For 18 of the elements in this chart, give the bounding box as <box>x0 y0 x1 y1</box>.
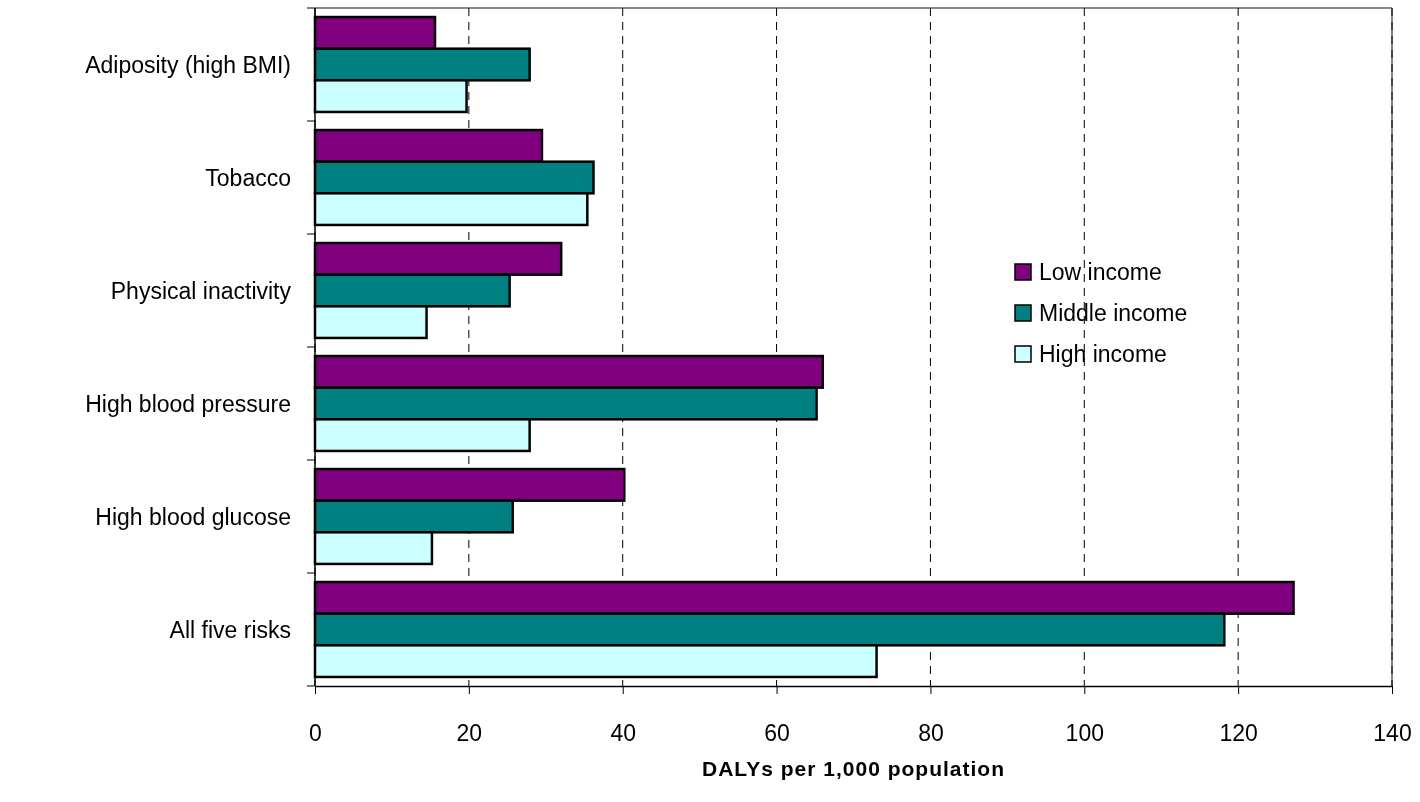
x-tick-label: 60 <box>764 719 790 746</box>
x-axis-title: DALYs per 1,000 population <box>702 757 1005 780</box>
x-tick-label: 80 <box>918 719 944 746</box>
x-tick-label: 140 <box>1373 719 1412 746</box>
y-tick-label: High blood pressure <box>85 390 291 417</box>
legend-label: Low income <box>1039 259 1162 286</box>
y-tick-label: Physical inactivity <box>110 277 292 304</box>
legend-label: High income <box>1039 341 1167 368</box>
x-tick-label: 40 <box>610 719 637 746</box>
y-tick-label: High blood glucose <box>95 503 291 530</box>
y-tick-label: Adiposity (high BMI) <box>85 51 291 78</box>
y-tick-label: All five risks <box>169 616 291 643</box>
x-tick-label: 0 <box>309 719 322 746</box>
y-tick-label: Tobacco <box>205 164 291 191</box>
legend-label: Middle income <box>1039 300 1188 327</box>
x-tick-label: 100 <box>1065 719 1104 746</box>
x-tick-label: 20 <box>456 719 483 746</box>
x-tick-label: 120 <box>1219 719 1258 746</box>
